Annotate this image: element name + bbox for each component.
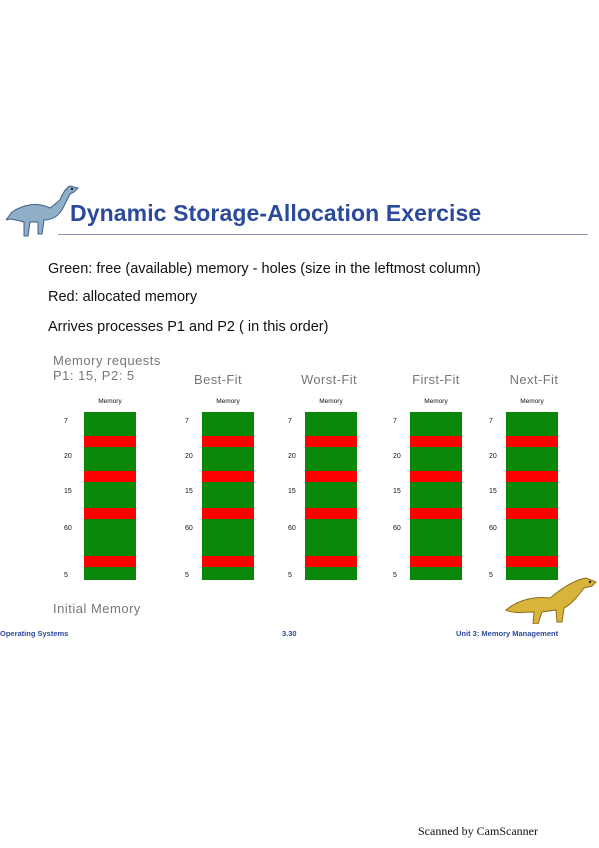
size-label: 15 [393, 488, 401, 495]
free-block [506, 567, 558, 580]
free-block [305, 519, 357, 556]
size-label: 60 [64, 525, 72, 532]
size-label: 7 [288, 418, 292, 425]
col-title-first-fit: First-Fit [412, 372, 460, 387]
size-label: 7 [489, 418, 493, 425]
size-label: 7 [393, 418, 397, 425]
free-block [410, 447, 462, 471]
free-block [305, 567, 357, 580]
allocated-block [305, 556, 357, 567]
memory-label: Memory [319, 398, 343, 405]
col-title-next-fit: Next-Fit [509, 372, 559, 387]
free-block [506, 482, 558, 508]
initial-memory-label: Initial Memory [53, 601, 141, 616]
free-block [84, 447, 136, 471]
allocated-block [84, 556, 136, 567]
memory-requests-values: P1: 15, P2: 5 [53, 368, 135, 383]
bullet-green: Green: free (available) memory - holes (… [48, 261, 481, 277]
free-block [202, 447, 254, 471]
memory-label: Memory [216, 398, 240, 405]
size-label: 20 [288, 453, 296, 460]
scanner-watermark: Scanned by CamScanner [418, 824, 538, 838]
free-block [506, 519, 558, 556]
size-label: 60 [489, 525, 497, 532]
allocated-block [410, 436, 462, 447]
allocated-block [84, 436, 136, 447]
size-label: 5 [64, 572, 68, 579]
allocated-block [305, 471, 357, 482]
bullet-arrival: Arrives processes P1 and P2 ( in this or… [48, 319, 329, 335]
footer-course: Operating Systems [0, 629, 69, 638]
free-block [202, 412, 254, 436]
size-label: 20 [185, 453, 193, 460]
memory-label: Memory [520, 398, 544, 405]
free-block [305, 412, 357, 436]
size-label: 60 [185, 525, 193, 532]
free-block [305, 447, 357, 471]
size-label: 7 [64, 418, 68, 425]
slide-title: Dynamic Storage-Allocation Exercise [70, 200, 482, 226]
size-label: 15 [64, 488, 72, 495]
memory-label: Memory [424, 398, 448, 405]
free-block [410, 519, 462, 556]
free-block [410, 412, 462, 436]
allocated-block [506, 556, 558, 567]
allocated-block [84, 508, 136, 519]
dinosaur-corner-icon [505, 577, 597, 624]
free-block [305, 482, 357, 508]
allocated-block [410, 556, 462, 567]
free-block [84, 519, 136, 556]
free-block [506, 412, 558, 436]
allocated-block [202, 508, 254, 519]
size-label: 5 [393, 572, 397, 579]
allocated-block [305, 508, 357, 519]
free-block [84, 482, 136, 508]
allocated-block [506, 508, 558, 519]
size-label: 20 [489, 453, 497, 460]
allocated-block [202, 556, 254, 567]
dinosaur-logo-icon [5, 185, 79, 237]
allocated-block [506, 471, 558, 482]
size-label: 60 [288, 525, 296, 532]
allocated-block [202, 471, 254, 482]
allocated-block [84, 471, 136, 482]
footer-page-number: 3.30 [282, 629, 297, 638]
allocated-block [506, 436, 558, 447]
bullet-red: Red: allocated memory [48, 289, 198, 305]
col-title-worst-fit: Worst-Fit [300, 372, 358, 387]
size-label: 15 [185, 488, 193, 495]
size-label: 60 [393, 525, 401, 532]
slide: Dynamic Storage-Allocation Exercise Gree… [0, 178, 599, 648]
size-label: 5 [489, 572, 493, 579]
free-block [84, 412, 136, 436]
memory-requests: Memory requests P1: 15, P2: 5 [53, 353, 161, 383]
footer-unit: Unit 3: Memory Management [456, 629, 559, 638]
size-label: 15 [288, 488, 296, 495]
allocated-block [305, 436, 357, 447]
free-block [84, 567, 136, 580]
free-block [410, 482, 462, 508]
col-title-best-fit: Best-Fit [194, 372, 242, 387]
allocated-block [410, 508, 462, 519]
size-label: 15 [489, 488, 497, 495]
size-label: 20 [393, 453, 401, 460]
free-block [506, 447, 558, 471]
memory-label: Memory [98, 398, 122, 405]
memory-requests-title: Memory requests [53, 353, 161, 368]
allocated-block [410, 471, 462, 482]
free-block [202, 519, 254, 556]
size-label: 7 [185, 418, 189, 425]
size-label: 20 [64, 453, 72, 460]
free-block [202, 567, 254, 580]
free-block [410, 567, 462, 580]
title-divider [58, 234, 588, 235]
size-label: 5 [185, 572, 189, 579]
size-label: 5 [288, 572, 292, 579]
free-block [202, 482, 254, 508]
allocated-block [202, 436, 254, 447]
